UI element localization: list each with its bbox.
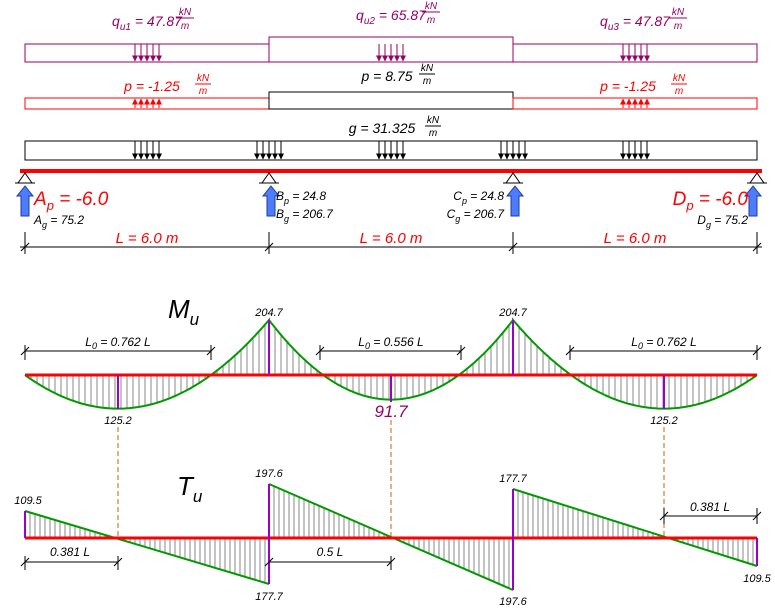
qu-units: kN m kN m kN m xyxy=(176,1,687,32)
reaction-Ap: Ap = -6.0 xyxy=(33,189,109,213)
reaction-arrow-icon xyxy=(261,185,281,217)
svg-text:m: m xyxy=(423,76,431,87)
supports xyxy=(15,172,767,184)
svg-text:m: m xyxy=(181,21,189,32)
svg-text:kN: kN xyxy=(427,115,440,126)
reaction-Cg: Cg = 206.7 xyxy=(447,207,506,224)
live-load-arrows xyxy=(132,98,650,108)
reaction-Cp: Cp = 24.8 xyxy=(453,189,504,206)
shear-distance-2: 0.5 L xyxy=(317,545,344,559)
reaction-Dp: Dp = -6.0 xyxy=(673,189,749,213)
support-icon xyxy=(17,172,33,184)
svg-text:kN: kN xyxy=(179,7,192,18)
svg-text:kN: kN xyxy=(425,1,438,12)
span1-length: L = 6.0 m xyxy=(116,230,179,247)
support-icon xyxy=(749,172,765,184)
shear-distance-1: 0.381 L xyxy=(50,545,90,559)
p-units: kN m kN m kN m xyxy=(195,63,687,97)
shear-title: Tu xyxy=(177,471,203,506)
p2-label: p = 8.75 xyxy=(361,68,413,84)
reaction-arrow-icon xyxy=(505,185,525,217)
svg-text:kN: kN xyxy=(197,73,210,84)
moment-span1-max: 125.2 xyxy=(104,415,132,427)
shear-distance-3: 0.381 L xyxy=(690,500,730,514)
shear-hatching xyxy=(29,486,754,589)
moment-span2-max: 91.7 xyxy=(374,402,408,421)
moment-diagram: Mu 204.7 204.7 125.2 91.7 125.2 L0 = 0.7… xyxy=(20,294,762,427)
dead-load-strip xyxy=(24,140,758,161)
qu3-label: qu3 = 47.87 xyxy=(600,13,671,33)
dead-load-arrows xyxy=(132,141,650,160)
shear-D: 109.5 xyxy=(743,573,771,585)
reactions: Ap = -6.0 Ag = 75.2 Bp = 24.8 Bg = 206.7… xyxy=(33,189,748,230)
svg-text:m: m xyxy=(429,128,437,139)
ultimate-load-strip xyxy=(24,36,758,63)
shear-B-right: 197.6 xyxy=(255,468,283,480)
svg-text:m: m xyxy=(199,86,207,97)
shear-A: 109.5 xyxy=(14,495,42,507)
reaction-Dg: Dg = 75.2 xyxy=(697,213,748,230)
zero-shear-links xyxy=(117,420,665,538)
p1-label: p = -1.25 xyxy=(123,78,180,94)
moment-span3-max: 125.2 xyxy=(650,415,678,427)
shear-C-left: 197.6 xyxy=(499,596,527,608)
p3-label: p = -1.25 xyxy=(599,78,656,94)
L0-span3: L0 = 0.762 L xyxy=(631,335,696,351)
reaction-arrow-icon xyxy=(743,185,763,217)
span2-length: L = 6.0 m xyxy=(360,230,423,247)
shear-diagram: Tu 109.5 177.7 197.6 197.6 177.7 109.5 0… xyxy=(14,468,771,608)
reaction-arrow-icon xyxy=(15,185,35,217)
L0-span2: L0 = 0.556 L xyxy=(358,335,423,351)
svg-text:kN: kN xyxy=(673,73,686,84)
moment-support-C: 204.7 xyxy=(498,307,527,319)
moment-title: Mu xyxy=(168,294,200,329)
ultimate-load-arrows xyxy=(132,44,650,62)
qu1-label: qu1 = 47.87 xyxy=(112,13,183,33)
moment-support-B: 204.7 xyxy=(254,307,283,319)
support-icon xyxy=(261,172,277,184)
reaction-Bg: Bg = 206.7 xyxy=(276,207,334,224)
reaction-arrows xyxy=(15,185,763,217)
svg-text:m: m xyxy=(675,86,683,97)
shear-B-left: 177.7 xyxy=(255,591,283,603)
shear-C-right: 177.7 xyxy=(499,473,527,485)
g-units: kN m xyxy=(425,115,441,139)
svg-text:kN: kN xyxy=(421,63,434,74)
span3-length: L = 6.0 m xyxy=(604,230,667,247)
reaction-Ag: Ag = 75.2 xyxy=(33,213,84,230)
support-icon xyxy=(505,172,521,184)
L0-span1: L0 = 0.762 L xyxy=(85,335,150,351)
qu2-label: qu2 = 65.87 xyxy=(356,7,427,27)
g-label: g = 31.325 xyxy=(349,120,416,136)
svg-text:m: m xyxy=(427,15,435,26)
reaction-Bp: Bp = 24.8 xyxy=(276,189,326,206)
span-dimensions: L = 6.0 m L = 6.0 m L = 6.0 m xyxy=(20,230,762,254)
svg-text:m: m xyxy=(674,21,682,32)
svg-text:kN: kN xyxy=(672,7,685,18)
live-load-strip xyxy=(24,91,758,110)
